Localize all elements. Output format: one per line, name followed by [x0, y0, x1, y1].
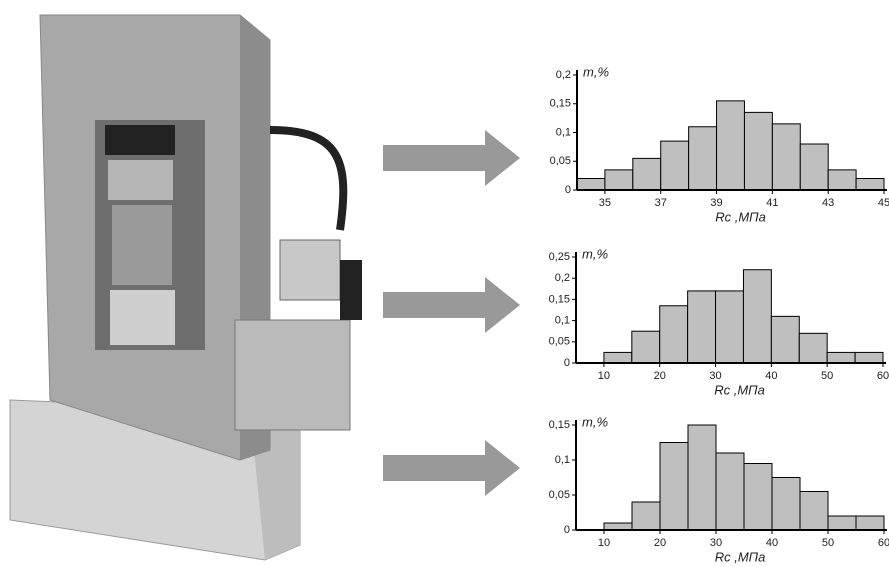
bar — [743, 111, 773, 191]
x-tick-label: 60 — [878, 537, 889, 549]
y-tick-label: 0 — [564, 357, 570, 369]
bar — [715, 452, 745, 531]
bar — [660, 140, 690, 191]
bar — [631, 330, 661, 364]
press-machine-photo — [9, 14, 362, 561]
bar — [576, 178, 606, 191]
bar — [799, 491, 829, 531]
x-axis-label: Rc ,МПа — [715, 209, 766, 224]
y-axis-label: m,% — [583, 64, 609, 79]
bar — [716, 100, 745, 191]
x-axis-label: Rc ,МПа — [714, 382, 765, 397]
bar — [659, 442, 689, 531]
x-tick-label: 39 — [710, 197, 722, 209]
bar — [854, 351, 884, 364]
x-tick-label: 60 — [877, 370, 889, 382]
bar — [603, 522, 633, 531]
bar — [770, 315, 800, 364]
y-tick-label: 0,15 — [550, 98, 571, 110]
bar — [827, 169, 857, 191]
bar — [603, 351, 633, 364]
bar — [687, 290, 717, 364]
y-tick-label: 0 — [565, 184, 571, 196]
bar — [743, 463, 773, 531]
y-tick-label: 0 — [564, 524, 570, 536]
y-tick-label: 0,2 — [556, 69, 571, 81]
y-tick-label: 0,05 — [549, 336, 570, 348]
y-tick-label: 0,05 — [549, 489, 570, 501]
y-tick-label: 0,05 — [550, 155, 571, 167]
bar — [632, 157, 662, 191]
bar — [827, 515, 857, 531]
bar — [631, 501, 661, 531]
bar — [659, 305, 689, 364]
x-tick-label: 50 — [822, 537, 834, 549]
bar — [798, 332, 828, 364]
x-tick-label: 40 — [766, 537, 778, 549]
bar — [687, 424, 717, 531]
x-tick-label: 10 — [598, 370, 610, 382]
x-axis-label: Rc ,МПа — [715, 549, 766, 564]
arrows — [383, 130, 520, 496]
y-tick-label: 0,15 — [549, 293, 570, 305]
y-tick-label: 0,2 — [555, 272, 570, 284]
x-tick-label: 50 — [821, 370, 833, 382]
x-tick-label: 37 — [655, 197, 667, 209]
x-tick-label: 35 — [599, 197, 611, 209]
bar — [688, 126, 718, 191]
bar — [771, 123, 801, 191]
bar — [855, 515, 885, 531]
x-tick-label: 45 — [878, 197, 889, 209]
bar — [604, 169, 634, 191]
bar — [826, 351, 856, 364]
x-tick-label: 40 — [765, 370, 777, 382]
y-tick-label: 0,1 — [555, 315, 570, 327]
x-tick-label: 30 — [710, 537, 722, 549]
bar — [771, 477, 801, 531]
y-tick-label: 0,1 — [555, 454, 570, 466]
y-tick-label: 0,15 — [549, 419, 570, 431]
y-axis-label: m,% — [582, 246, 608, 261]
x-tick-label: 41 — [766, 197, 778, 209]
x-tick-label: 20 — [654, 537, 666, 549]
y-tick-label: 0,25 — [549, 251, 570, 263]
x-tick-label: 43 — [822, 197, 834, 209]
x-tick-label: 10 — [598, 537, 610, 549]
bar — [715, 290, 744, 364]
bar — [742, 269, 772, 364]
y-tick-label: 0,1 — [556, 126, 571, 138]
y-axis-label: m,% — [582, 414, 608, 429]
bar — [799, 143, 829, 191]
bar — [855, 178, 885, 191]
x-tick-label: 20 — [654, 370, 666, 382]
x-tick-label: 30 — [709, 370, 721, 382]
